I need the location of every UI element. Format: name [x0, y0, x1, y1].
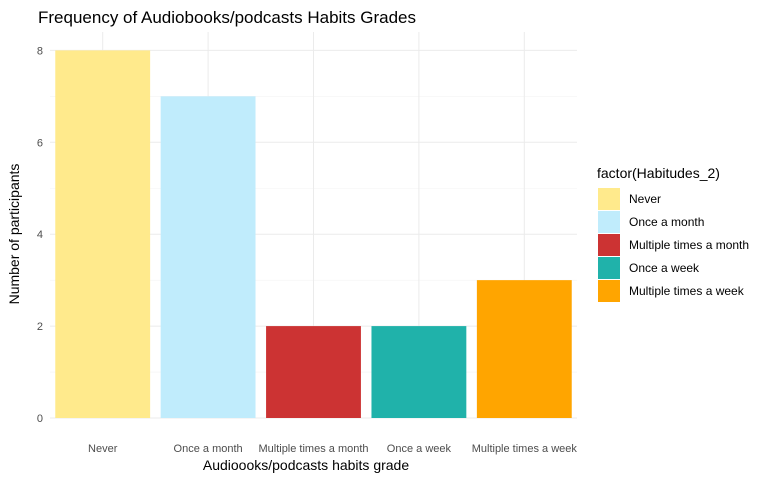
y-tick-label: 2: [37, 321, 43, 333]
bar-never: [55, 50, 151, 418]
legend-key: [598, 234, 620, 256]
legend-label: Never: [629, 192, 661, 206]
y-tick-label: 0: [37, 413, 43, 425]
bar-multiple-times-a-week: [476, 280, 572, 418]
x-tick-label: Never: [88, 443, 118, 455]
x-tick-label: Once a week: [387, 443, 452, 455]
x-tick-label: Once a month: [174, 443, 243, 455]
bars: [55, 50, 572, 418]
x-axis-ticks: Never Once a month Multiple times a month O…: [88, 443, 577, 455]
y-tick-label: 8: [37, 45, 43, 57]
x-tick-label: Multiple times a week: [472, 443, 578, 455]
legend-label: Once a week: [629, 261, 700, 275]
bar-once-a-week: [371, 326, 467, 418]
legend-key: [598, 211, 620, 233]
chart-title: Frequency of Audiobooks/podcasts Habits …: [38, 8, 416, 27]
legend: factor(Habitudes_2) Never Once a month Mul…: [597, 165, 749, 302]
bar-multiple-times-a-month: [266, 326, 361, 418]
y-tick-label: 6: [37, 137, 43, 149]
legend-label: Multiple times a week: [629, 284, 745, 298]
x-axis-title: Audioooks/podcasts habits grade: [203, 457, 409, 473]
y-axis-title: Number of participants: [6, 164, 22, 305]
legend-key: [598, 257, 620, 279]
legend-items: Never Once a month Multiple times a month O…: [598, 188, 749, 302]
x-tick-label: Multiple times a month: [258, 443, 368, 455]
legend-key: [598, 188, 620, 210]
y-tick-label: 4: [37, 229, 43, 241]
legend-title: factor(Habitudes_2): [597, 165, 720, 181]
legend-label: Multiple times a month: [629, 238, 749, 252]
bar-once-a-month: [160, 96, 256, 418]
legend-label: Once a month: [629, 215, 704, 229]
y-axis-ticks: 0 2 4 6 8: [37, 45, 43, 425]
legend-key: [598, 280, 620, 302]
